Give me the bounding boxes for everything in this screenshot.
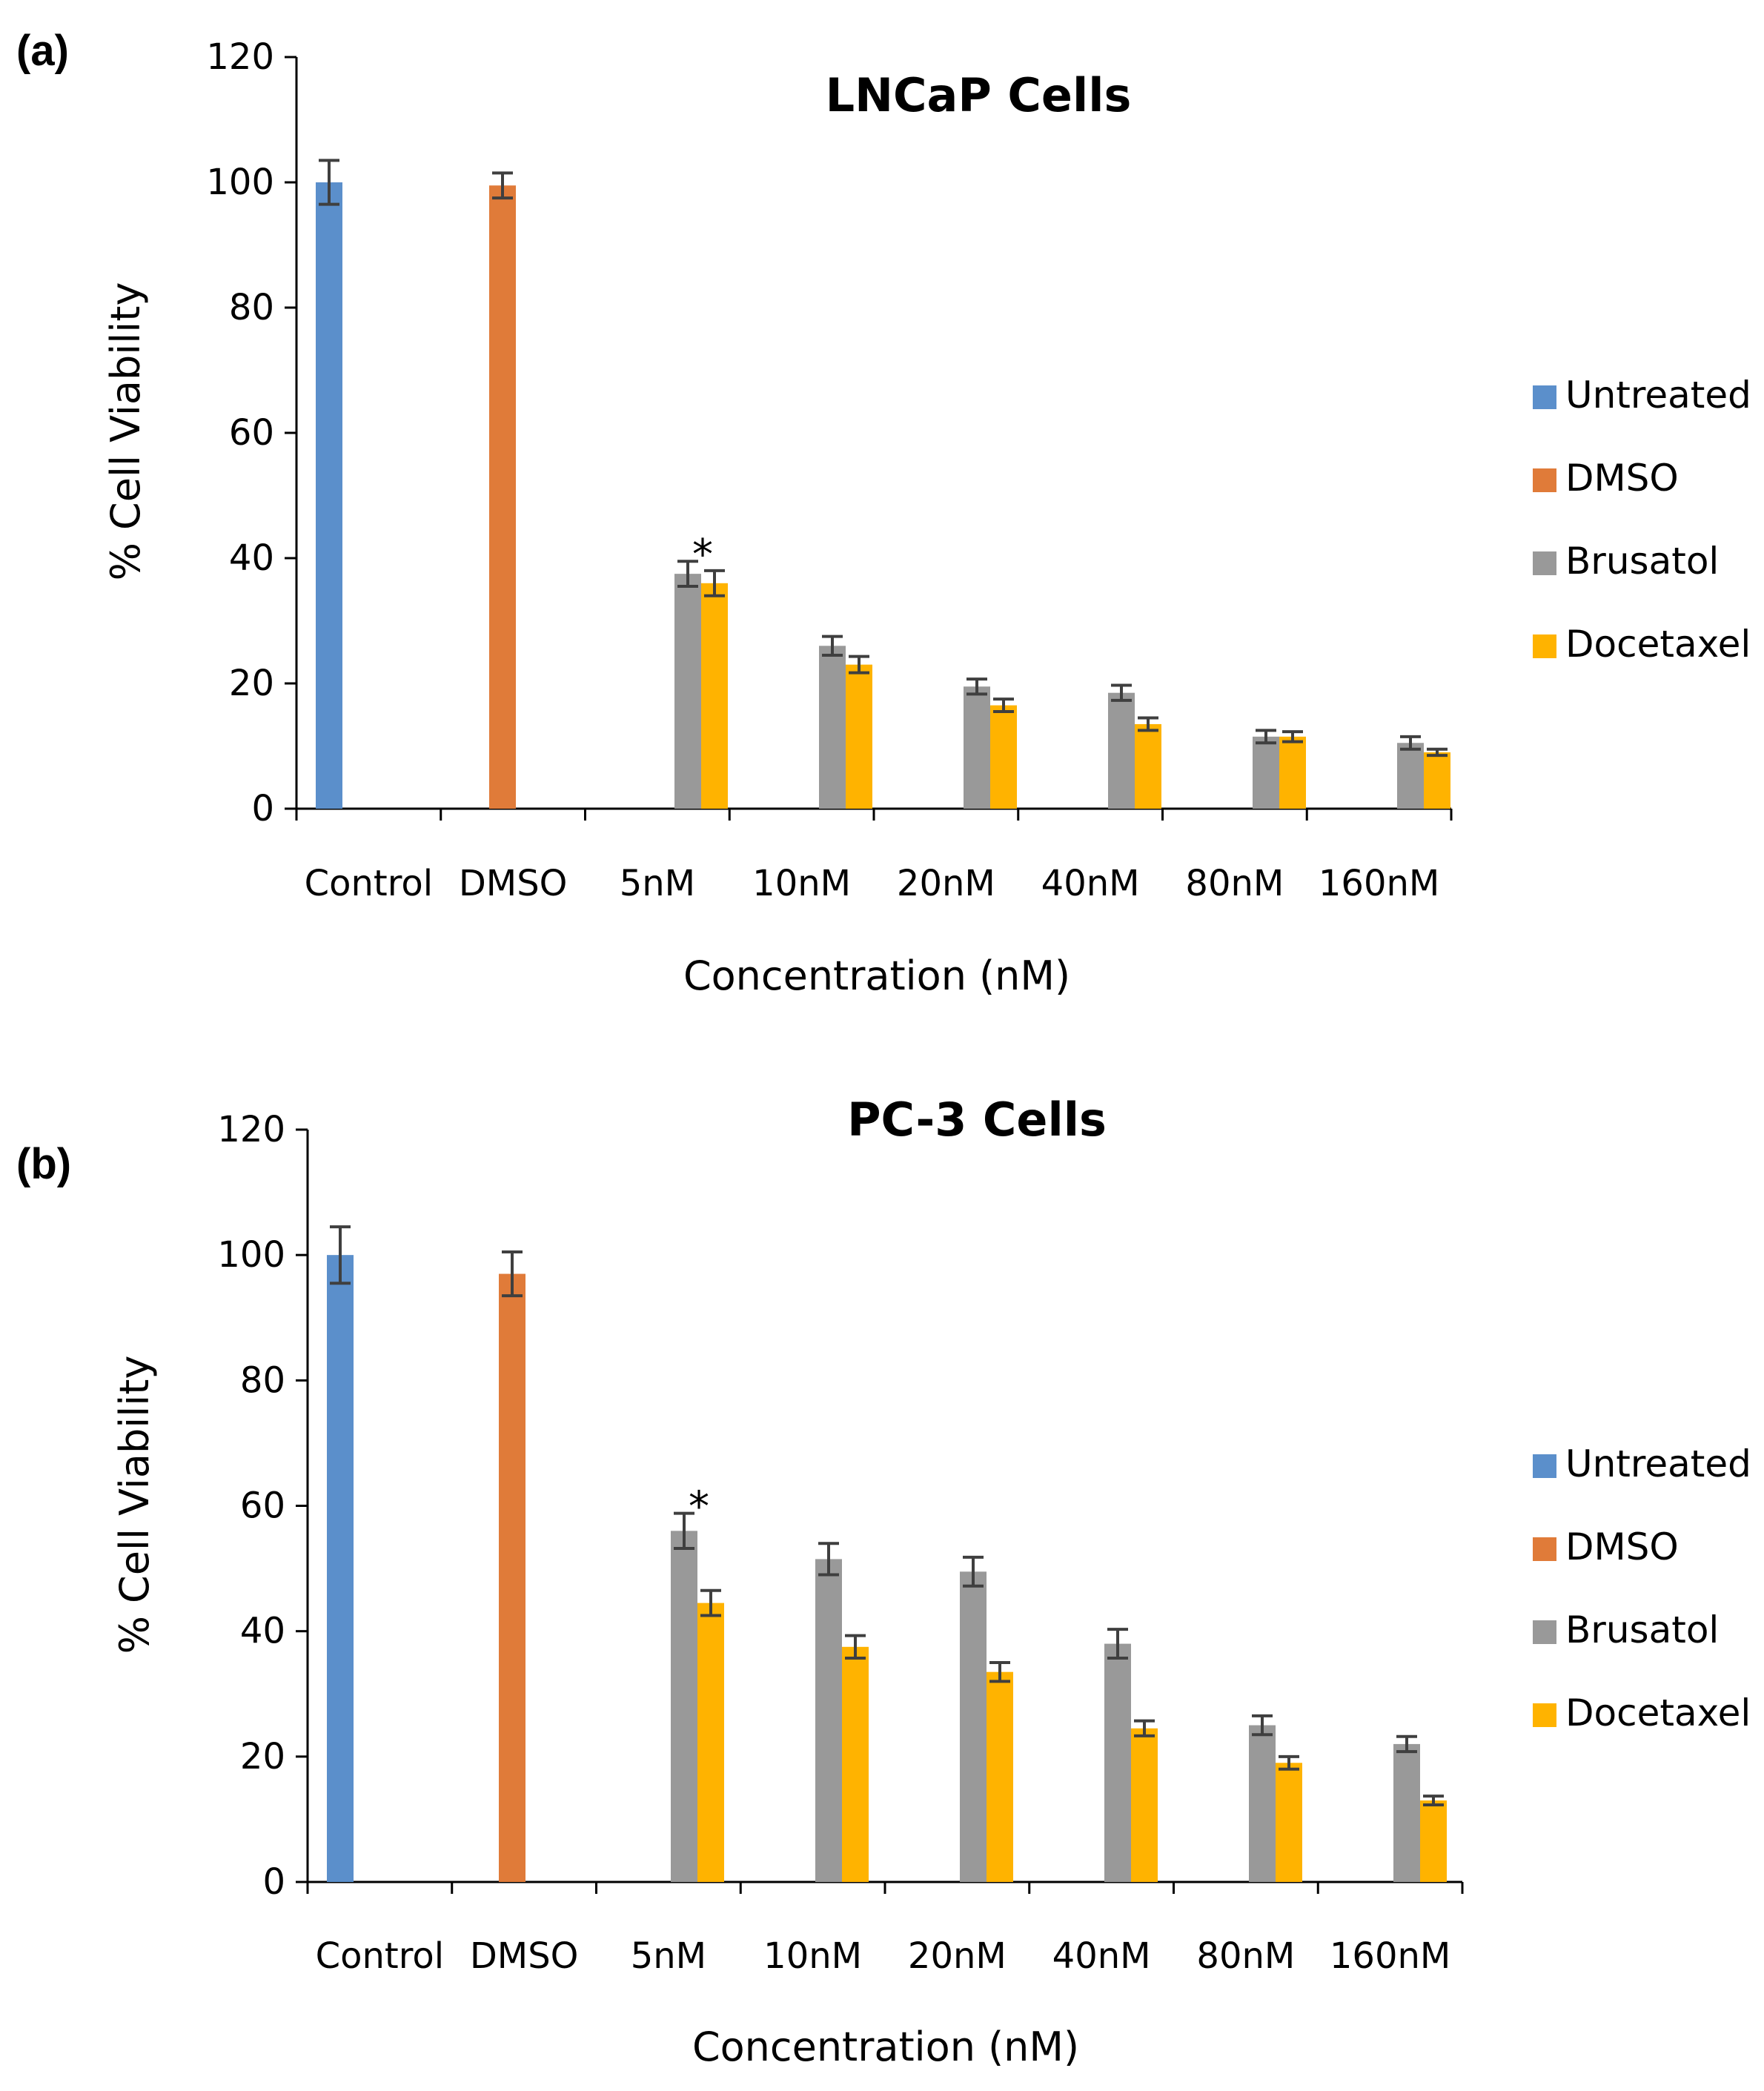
bar	[819, 646, 846, 809]
legend-swatch	[1533, 468, 1556, 492]
bar	[987, 1671, 1013, 1882]
legend-swatch	[1533, 634, 1556, 658]
x-tick-label: 160nM	[1330, 1935, 1450, 1977]
bar	[990, 705, 1017, 809]
y-tick-label: 80	[240, 1359, 285, 1401]
chart-title: PC-3 Cells	[847, 1093, 1107, 1147]
legend-swatch	[1533, 551, 1556, 575]
y-tick-label: 40	[240, 1611, 285, 1652]
panel-label: (b)	[16, 1140, 71, 1188]
bar	[964, 686, 990, 809]
legend-label: DMSO	[1565, 457, 1679, 500]
significance-marker: *	[689, 1483, 709, 1531]
bar	[701, 583, 728, 809]
bar	[489, 185, 516, 809]
bar	[1135, 723, 1161, 809]
legend-label: Docetaxel	[1565, 1691, 1751, 1734]
y-tick-label: 40	[229, 537, 274, 579]
bar	[1131, 1728, 1158, 1882]
x-axis-title: Concentration (nM)	[683, 952, 1070, 999]
bar	[1279, 736, 1306, 809]
x-tick-label: DMSO	[470, 1935, 579, 1977]
legend-swatch	[1533, 1537, 1556, 1561]
bar	[316, 182, 342, 809]
bar	[674, 574, 701, 809]
y-tick-label: 100	[206, 162, 274, 203]
x-tick-label: 40nM	[1041, 863, 1140, 904]
x-axis-title: Concentration (nM)	[692, 2024, 1079, 2070]
y-tick-label: 120	[206, 36, 274, 78]
x-tick-label: 10nM	[763, 1935, 862, 1977]
legend: Untreated DMSO Brusatol Docetaxel	[1533, 1442, 1751, 1734]
bar	[671, 1531, 697, 1882]
legend-swatch	[1533, 1454, 1556, 1478]
legend-label: Docetaxel	[1565, 623, 1751, 666]
x-tick-label: 40nM	[1052, 1935, 1151, 1977]
x-tick-label: Control	[305, 863, 434, 904]
y-tick-label: 0	[262, 1861, 285, 1903]
bar	[1424, 752, 1450, 809]
y-tick-label: 20	[240, 1736, 285, 1777]
bar	[1276, 1763, 1302, 1882]
bar	[499, 1273, 525, 1882]
bar	[327, 1255, 354, 1882]
legend-label: Untreated	[1565, 1442, 1751, 1485]
bar	[846, 664, 872, 809]
bar	[1420, 1800, 1447, 1882]
legend-swatch	[1533, 1703, 1556, 1727]
bar	[697, 1603, 724, 1882]
y-axis-title: % Cell Viability	[111, 1356, 158, 1654]
legend-label: Untreated	[1565, 374, 1751, 417]
x-tick-label: 20nM	[897, 863, 995, 904]
chart-panel-a: (a) LNCaP Cells % Cell Viability Concent…	[16, 27, 1751, 999]
bar	[1397, 743, 1424, 809]
panel-label: (a)	[16, 27, 69, 75]
x-tick-label: 160nM	[1319, 863, 1439, 904]
x-tick-label: 20nM	[908, 1935, 1007, 1977]
x-tick-label: 5nM	[631, 1935, 706, 1977]
y-tick-label: 80	[229, 287, 274, 328]
bar	[1249, 1725, 1276, 1882]
legend-label: DMSO	[1565, 1525, 1679, 1568]
x-tick-label: Control	[316, 1935, 445, 1977]
bar	[1253, 736, 1279, 809]
y-tick-label: 100	[217, 1234, 285, 1276]
legend-label: Brusatol	[1565, 540, 1719, 583]
bar	[1393, 1743, 1420, 1882]
legend-swatch	[1533, 385, 1556, 409]
chart-panel-b: (b) PC-3 Cells % Cell Viability Concentr…	[16, 1093, 1751, 2070]
significance-marker: *	[692, 531, 713, 579]
bar	[815, 1559, 842, 1882]
bar	[1108, 692, 1135, 809]
x-tick-label: 10nM	[752, 863, 851, 904]
bar	[960, 1571, 987, 1882]
legend: Untreated DMSO Brusatol Docetaxel	[1533, 374, 1751, 666]
legend-label: Brusatol	[1565, 1608, 1719, 1651]
y-axis-title: % Cell Viability	[102, 282, 149, 581]
y-tick-label: 60	[229, 412, 274, 454]
x-tick-label: 80nM	[1185, 863, 1284, 904]
y-tick-label: 60	[240, 1485, 285, 1527]
bar	[842, 1646, 869, 1882]
bar	[1104, 1643, 1131, 1882]
legend-swatch	[1533, 1620, 1556, 1644]
plot-area: 0 20 40 60 80 100 120 Control DMSO 5nM 10nM 20nM 40n…	[206, 36, 1453, 904]
x-tick-label: 80nM	[1196, 1935, 1295, 1977]
y-tick-label: 20	[229, 663, 274, 704]
x-tick-label: 5nM	[620, 863, 695, 904]
plot-area: 0 20 40 60 80 100 120 Control DMSO 5nM 10nM 20nM 40n…	[217, 1109, 1464, 1977]
chart-title: LNCaP Cells	[826, 68, 1132, 122]
y-tick-label: 120	[217, 1109, 285, 1150]
x-tick-label: DMSO	[459, 863, 568, 904]
y-tick-label: 0	[251, 788, 274, 829]
